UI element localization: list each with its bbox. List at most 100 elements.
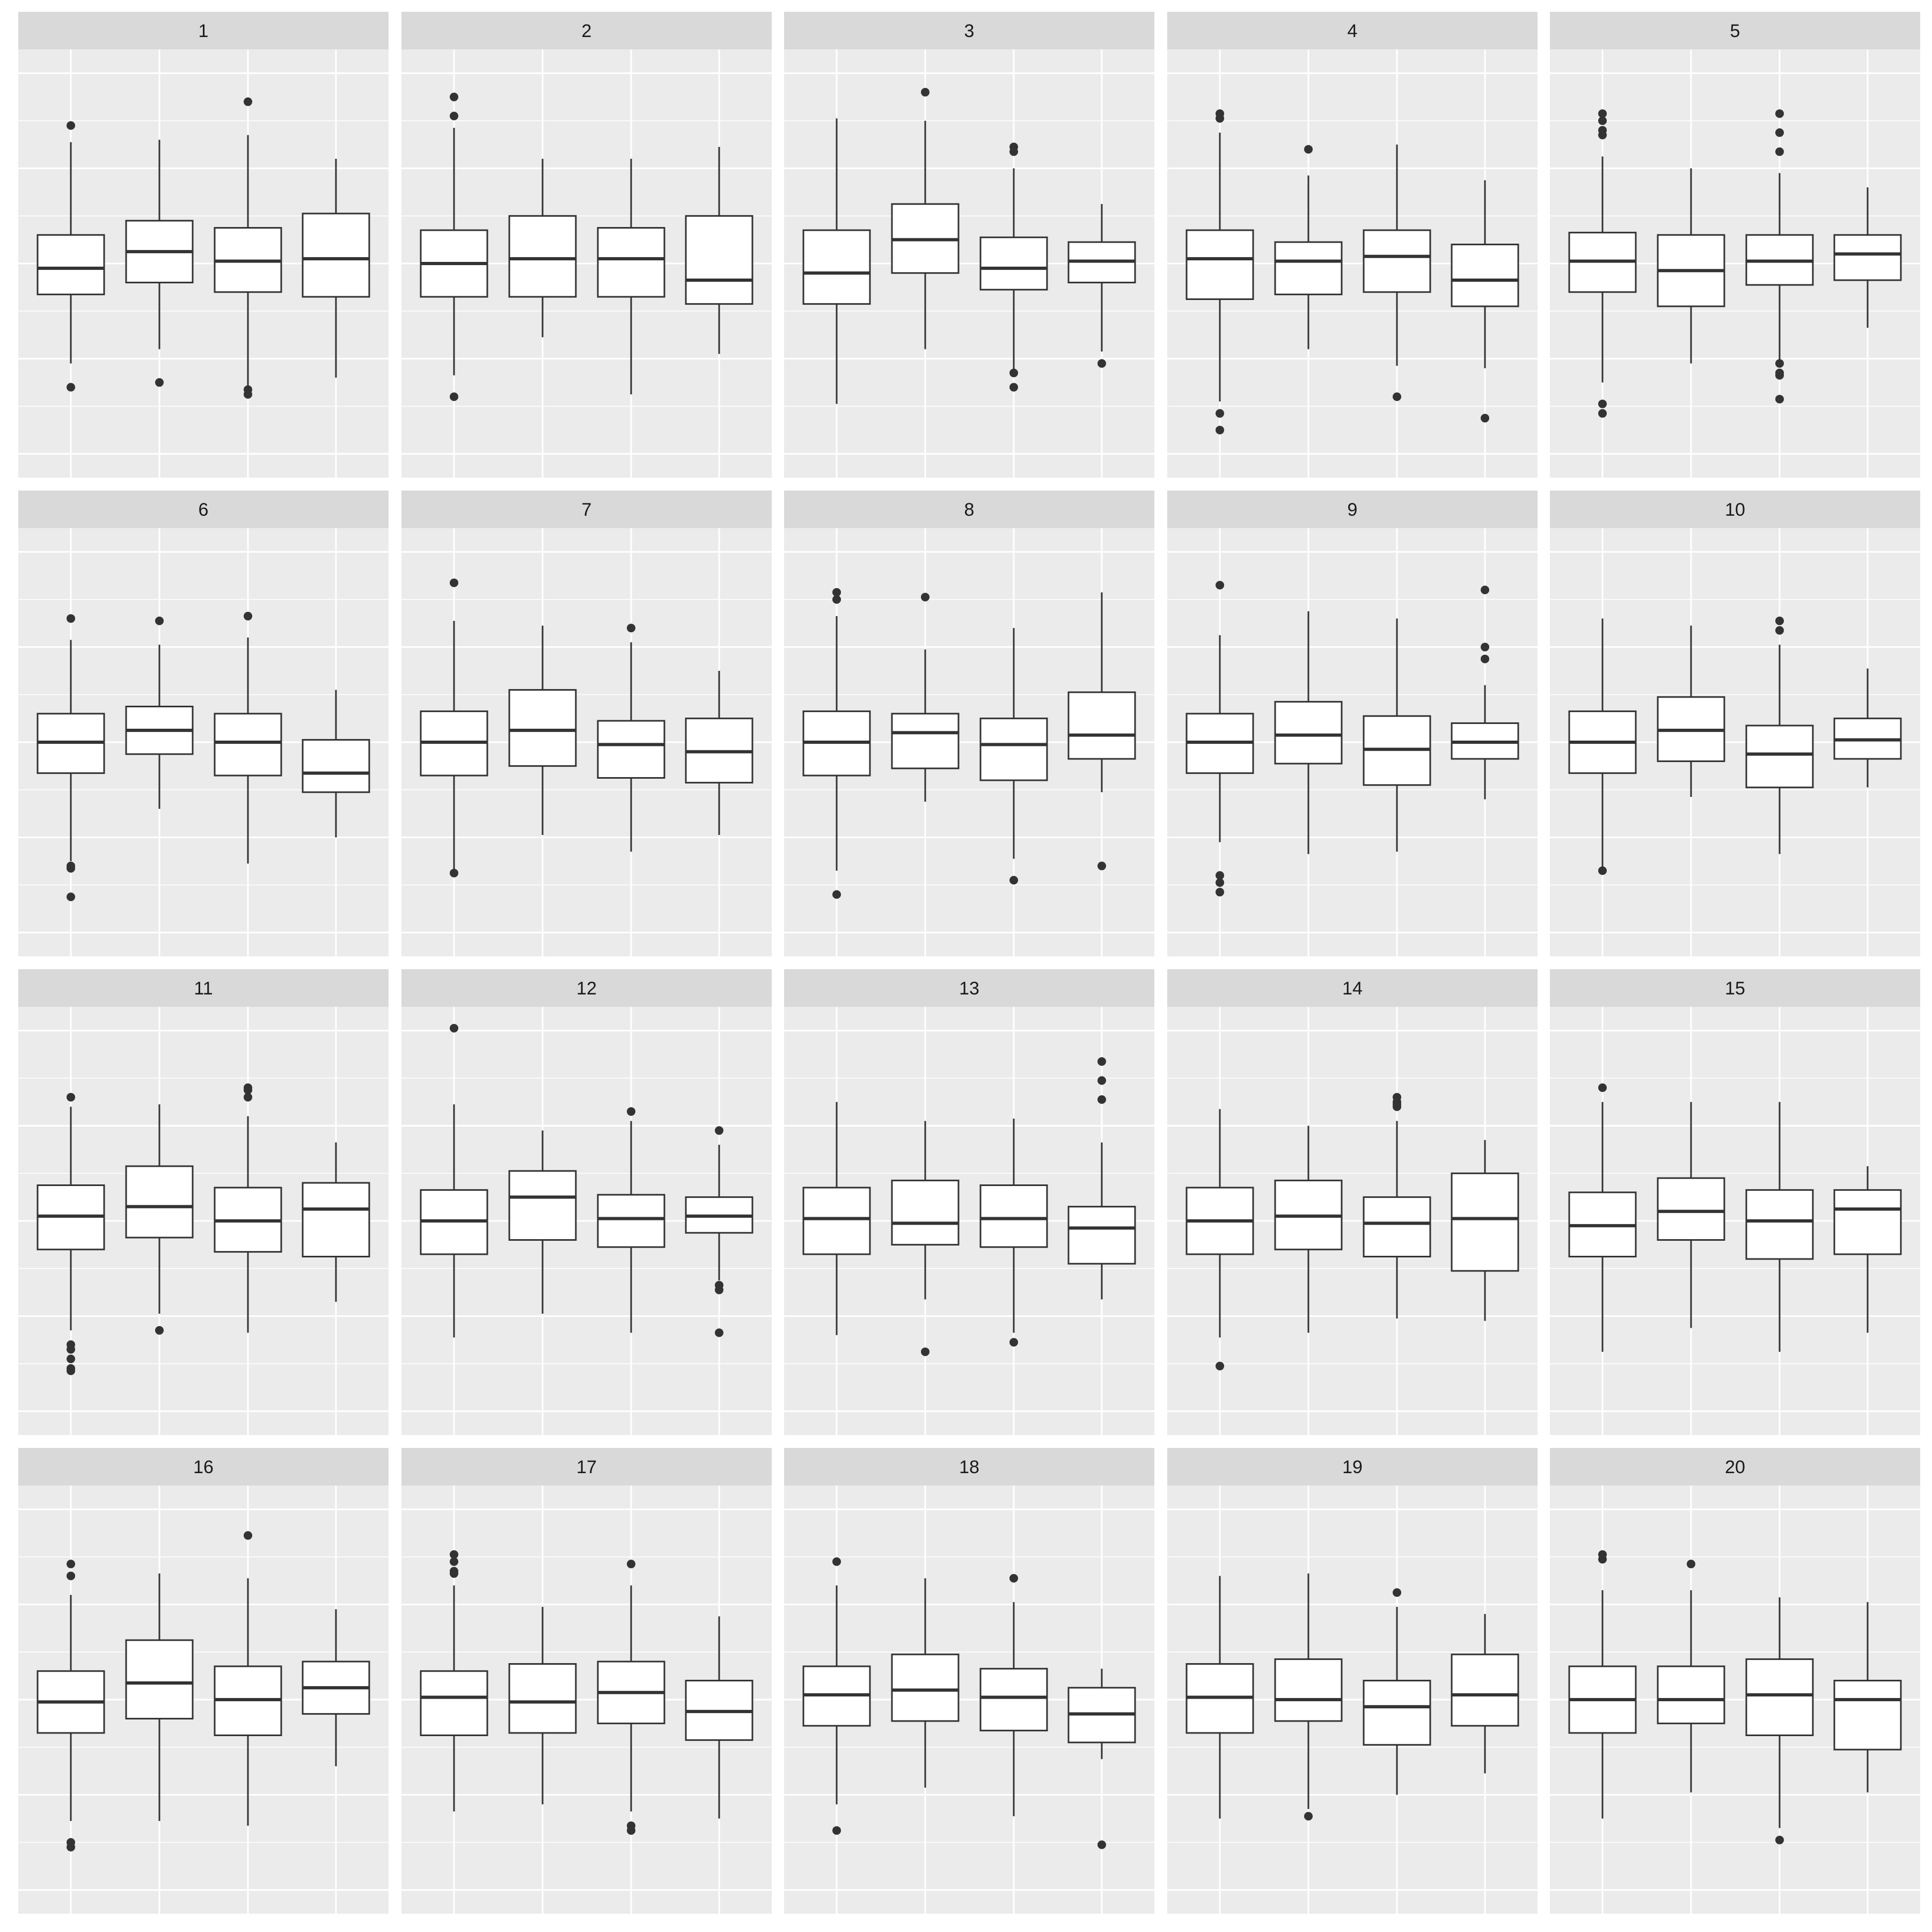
outlier-point: [1393, 1588, 1401, 1597]
box-8-3: [979, 628, 1048, 885]
box-10-4: [1833, 668, 1902, 788]
outlier-point: [450, 1557, 458, 1566]
box-iqr: [1833, 1189, 1902, 1255]
box-13-3: [979, 1118, 1048, 1347]
facet-panel-7: 7: [401, 491, 772, 956]
box-17-2: [508, 1607, 577, 1805]
outlier-point: [1775, 371, 1784, 380]
outlier-point: [244, 1531, 252, 1540]
box-20-2: [1657, 1560, 1725, 1792]
box-3-2: [891, 87, 960, 349]
box-19-3: [1363, 1588, 1431, 1795]
facet-strip-label: 18: [959, 1457, 979, 1477]
box-iqr: [1833, 234, 1902, 281]
box-iqr: [597, 227, 665, 298]
box-iqr: [508, 1663, 577, 1734]
box-18-4: [1067, 1668, 1136, 1849]
box-6-1: [36, 614, 105, 902]
facet-strip-label: 17: [576, 1457, 597, 1477]
box-iqr: [1274, 701, 1343, 765]
outlier-point: [1097, 359, 1106, 368]
box-11-4: [302, 1142, 370, 1302]
box-9-4: [1451, 586, 1519, 800]
box-9-2: [1274, 611, 1343, 854]
box-iqr: [979, 236, 1048, 291]
box-7-4: [685, 671, 753, 835]
box-7-1: [420, 578, 488, 877]
outlier-point: [1216, 426, 1224, 435]
box-iqr: [1451, 1172, 1519, 1272]
outlier-point: [1598, 1555, 1607, 1564]
outlier-point: [1009, 1338, 1018, 1347]
outlier-point: [832, 890, 841, 899]
outlier-point: [1598, 109, 1607, 118]
outlier-point: [921, 87, 930, 97]
box-10-2: [1657, 625, 1725, 797]
outlier-point: [450, 1569, 458, 1578]
facet-strip-18: [784, 1448, 1154, 1485]
box-19-4: [1451, 1614, 1519, 1774]
outlier-point: [155, 616, 164, 625]
outlier-point: [1481, 642, 1489, 652]
outlier-point: [67, 1560, 75, 1569]
outlier-point: [67, 1366, 75, 1375]
box-iqr: [1363, 229, 1431, 293]
facet-strip-label: 4: [1348, 21, 1358, 41]
outlier-point: [450, 1550, 458, 1559]
facet-panel-8: 8: [784, 491, 1154, 956]
box-iqr: [1657, 1665, 1725, 1724]
outlier-point: [450, 112, 458, 121]
box-16-1: [36, 1560, 105, 1851]
box-17-4: [685, 1616, 753, 1819]
box-14-1: [1185, 1109, 1254, 1371]
facet-panel-14: 14: [1167, 969, 1538, 1435]
box-7-2: [508, 625, 577, 835]
outlier-point: [1097, 1095, 1106, 1104]
box-iqr: [597, 1194, 665, 1248]
outlier-point: [1481, 414, 1489, 423]
facet-panel-3: 3: [784, 12, 1154, 478]
box-iqr: [891, 1653, 960, 1722]
box-12-1: [420, 1023, 488, 1338]
outlier-point: [244, 97, 252, 106]
facet-strip-10: [1550, 491, 1920, 528]
box-16-2: [125, 1574, 194, 1821]
outlier-point: [1216, 409, 1224, 418]
box-2-3: [597, 158, 665, 394]
facet-strip-14: [1167, 969, 1538, 1007]
facet-panel-2: 2: [401, 12, 772, 478]
box-iqr: [891, 713, 960, 770]
outlier-point: [627, 1560, 635, 1569]
outlier-point: [244, 1093, 252, 1102]
facet-strip-label: 9: [1348, 500, 1358, 520]
facet-panel-11: 11: [18, 969, 389, 1435]
box-1-4: [302, 158, 370, 378]
box-20-3: [1745, 1597, 1814, 1845]
box-iqr: [802, 1187, 871, 1255]
outlier-point: [1775, 128, 1784, 137]
outlier-point: [715, 1126, 723, 1135]
box-1-1: [36, 121, 105, 392]
box-11-2: [125, 1104, 194, 1335]
box-iqr: [1363, 1196, 1431, 1258]
facet-panel-17: 17: [401, 1448, 772, 1914]
outlier-point: [832, 1826, 841, 1835]
box-6-4: [302, 690, 370, 838]
outlier-point: [1216, 888, 1224, 897]
box-11-3: [214, 1083, 282, 1333]
outlier-point: [1216, 871, 1224, 880]
outlier-point: [1216, 114, 1224, 123]
outlier-point: [1009, 147, 1018, 156]
box-19-1: [1185, 1576, 1254, 1819]
outlier-point: [832, 588, 841, 597]
box-10-1: [1568, 618, 1637, 875]
facet-panel-13: 13: [784, 969, 1154, 1435]
box-3-1: [802, 118, 871, 404]
box-13-2: [891, 1121, 960, 1356]
outlier-point: [155, 378, 164, 387]
outlier-point: [1775, 1835, 1784, 1845]
box-7-3: [597, 624, 665, 852]
facet-strip-3: [784, 12, 1154, 49]
outlier-point: [244, 1086, 252, 1095]
